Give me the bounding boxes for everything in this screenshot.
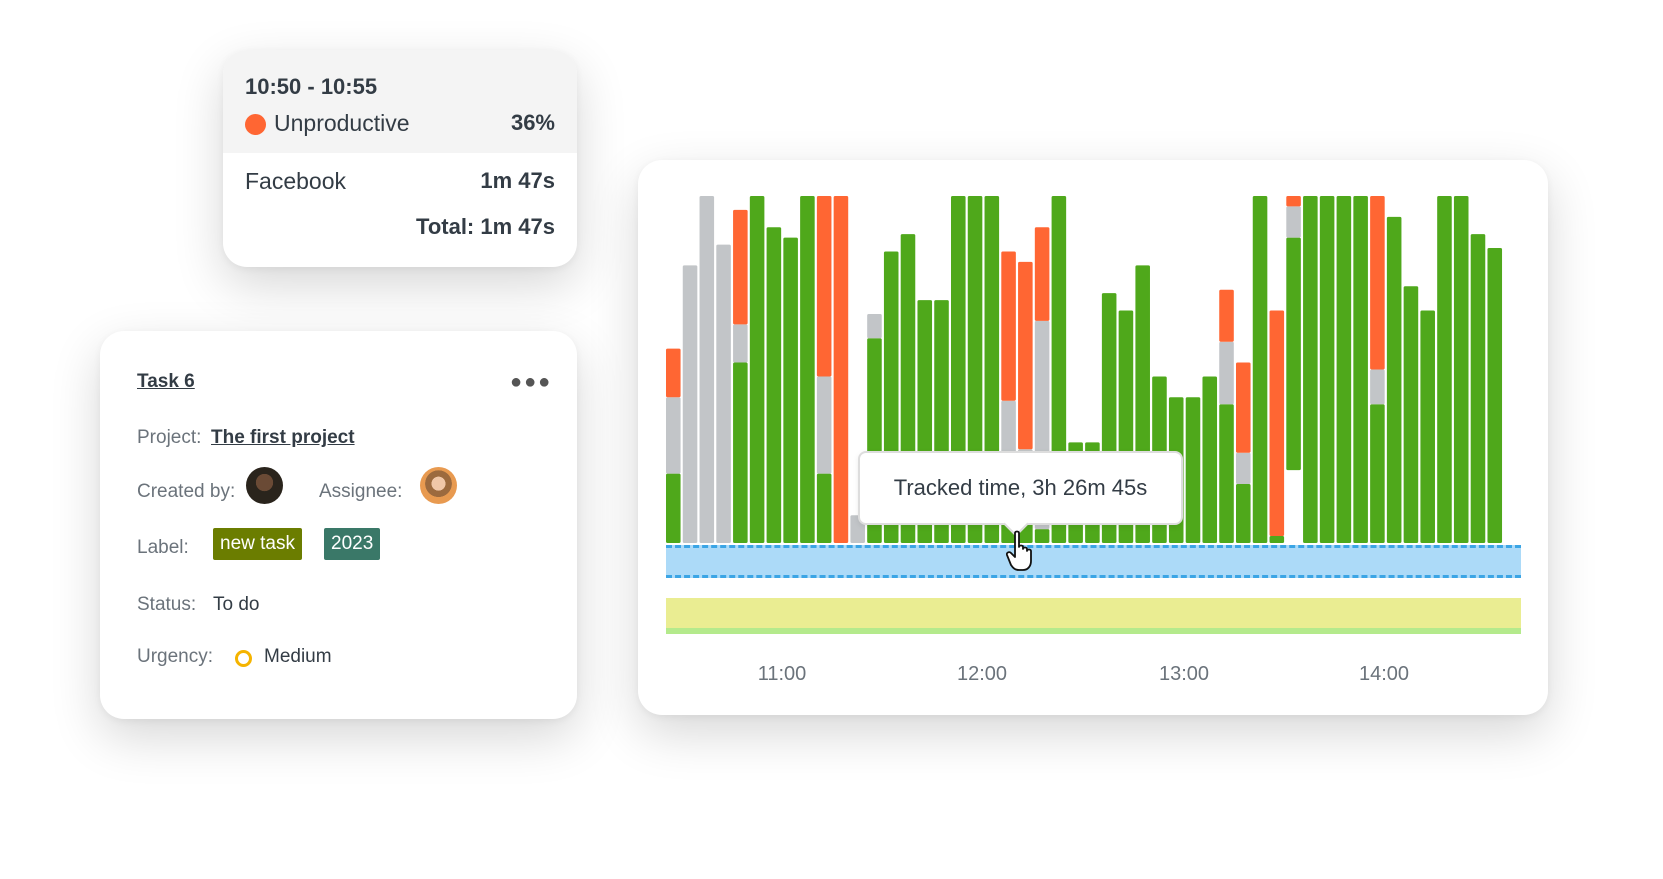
bar-segment-neutral[interactable] [699, 196, 715, 543]
bar-segment-productive[interactable] [749, 196, 765, 543]
created-by-label: Created by: [137, 481, 236, 502]
bar-segment-unproductive[interactable] [666, 348, 681, 398]
category-label: Unproductive [274, 110, 410, 136]
bar-segment-neutral[interactable] [816, 376, 832, 474]
bar-segment-productive[interactable] [800, 196, 815, 543]
task-title-link[interactable]: Task 6 [137, 371, 195, 392]
bar-segment-productive[interactable] [1487, 248, 1503, 544]
bar-segment-productive[interactable] [1386, 216, 1402, 543]
bar-segment-unproductive[interactable] [1018, 261, 1033, 450]
bar-segment-unproductive[interactable] [1269, 310, 1285, 537]
task-card: Task 6 ●●● Project: The first project Cr… [100, 331, 577, 719]
assignee-avatar[interactable] [420, 467, 457, 504]
app-name: Facebook [245, 168, 347, 194]
bar-segment-neutral[interactable] [1219, 341, 1234, 405]
bar-segment-unproductive[interactable] [1001, 251, 1016, 401]
bar-segment-neutral[interactable] [716, 244, 731, 543]
bar-segment-productive[interactable] [816, 473, 832, 543]
bar-segment-productive[interactable] [1370, 404, 1385, 543]
tracked-time-text: Tracked time, 3h 26m 45s [893, 475, 1148, 500]
bar-segment-productive[interactable] [1286, 237, 1301, 471]
bar-segment-productive[interactable] [1336, 196, 1352, 543]
bar-segment-productive[interactable] [1420, 310, 1435, 543]
bar-segment-productive[interactable] [1353, 196, 1368, 543]
urgency-value: Medium [264, 646, 332, 667]
bar-segment-unproductive[interactable] [833, 196, 849, 543]
bar-segment-neutral[interactable] [1286, 206, 1301, 238]
bar-segment-productive[interactable] [1202, 376, 1218, 543]
tracked-time-tooltip: Tracked time, 3h 26m 45s [858, 451, 1183, 525]
status-label: Status: [137, 594, 197, 615]
bar-segment-neutral[interactable] [733, 324, 748, 363]
bar-segment-productive[interactable] [1403, 286, 1419, 543]
bar-segment-unproductive[interactable] [1219, 289, 1234, 342]
bar-segment-neutral[interactable] [1370, 369, 1385, 405]
bar-segment-productive[interactable] [1303, 196, 1318, 543]
bar-segment-productive[interactable] [1319, 196, 1335, 543]
timeline-band[interactable] [666, 598, 1521, 634]
bar-segment-unproductive[interactable] [1034, 227, 1050, 321]
bar-segment-productive[interactable] [1219, 404, 1234, 543]
x-tick-label: 11:00 [757, 663, 807, 685]
bar-segment-neutral[interactable] [1236, 452, 1251, 485]
label-tag-new-task[interactable]: new task [213, 528, 302, 560]
bar-segment-productive[interactable] [666, 473, 681, 543]
project-label: Project: [137, 427, 202, 448]
project-link[interactable]: The first project [211, 427, 355, 448]
unproductive-dot-icon [245, 114, 266, 135]
bar-segment-productive[interactable] [1453, 196, 1469, 543]
bar-segment-neutral[interactable] [1001, 400, 1016, 457]
bar-segment-unproductive[interactable] [816, 196, 832, 377]
bar-segment-productive[interactable] [766, 227, 782, 543]
bar-segment-productive[interactable] [1185, 397, 1201, 543]
bar-segment-neutral[interactable] [666, 397, 681, 474]
activity-tooltip-header: 10:50 - 10:55 Unproductive 36% [223, 50, 577, 153]
bar-segment-unproductive[interactable] [1286, 196, 1301, 207]
urgency-label: Urgency: [137, 646, 214, 667]
hand-cursor-icon [1006, 530, 1032, 571]
bar-segment-productive[interactable] [1269, 536, 1285, 543]
bar-segment-productive[interactable] [1252, 196, 1268, 543]
x-tick-label: 14:00 [1358, 663, 1410, 685]
label-label: Label: [137, 537, 189, 558]
bar-segment-productive[interactable] [1470, 234, 1486, 544]
bar-segment-unproductive[interactable] [733, 209, 748, 325]
app-time: 1m 47s [480, 168, 555, 193]
tracked-time-band[interactable] [666, 545, 1521, 578]
assignee-label: Assignee: [319, 481, 403, 502]
more-horizontal-icon[interactable]: ●●● [510, 371, 553, 393]
bar-segment-productive[interactable] [733, 362, 748, 543]
label-tag-2023[interactable]: 2023 [324, 528, 381, 560]
time-range: 10:50 - 10:55 [245, 74, 378, 99]
x-tick-label: 12:00 [956, 663, 1008, 685]
bar-segment-productive[interactable] [1236, 484, 1251, 543]
total-time: Total: 1m 47s [416, 214, 555, 239]
bar-segment-productive[interactable] [783, 237, 798, 543]
bar-segment-productive[interactable] [1034, 529, 1050, 543]
activity-tooltip-card: 10:50 - 10:55 Unproductive 36% Facebook … [223, 50, 577, 267]
category-percent: 36% [510, 110, 555, 135]
bar-segment-neutral[interactable] [867, 313, 882, 339]
x-tick-label: 13:00 [1158, 663, 1210, 685]
creator-avatar[interactable] [246, 467, 283, 504]
urgency-circle-icon [235, 650, 252, 667]
bar-segment-unproductive[interactable] [1370, 196, 1385, 370]
status-value: To do [213, 594, 260, 615]
bar-segment-unproductive[interactable] [1236, 362, 1251, 453]
activity-chart-card: 11:00 12:00 13:00 14:00 Tracked time, 3h… [638, 160, 1548, 715]
bar-segment-productive[interactable] [1437, 196, 1452, 543]
bar-segment-neutral[interactable] [682, 265, 698, 543]
